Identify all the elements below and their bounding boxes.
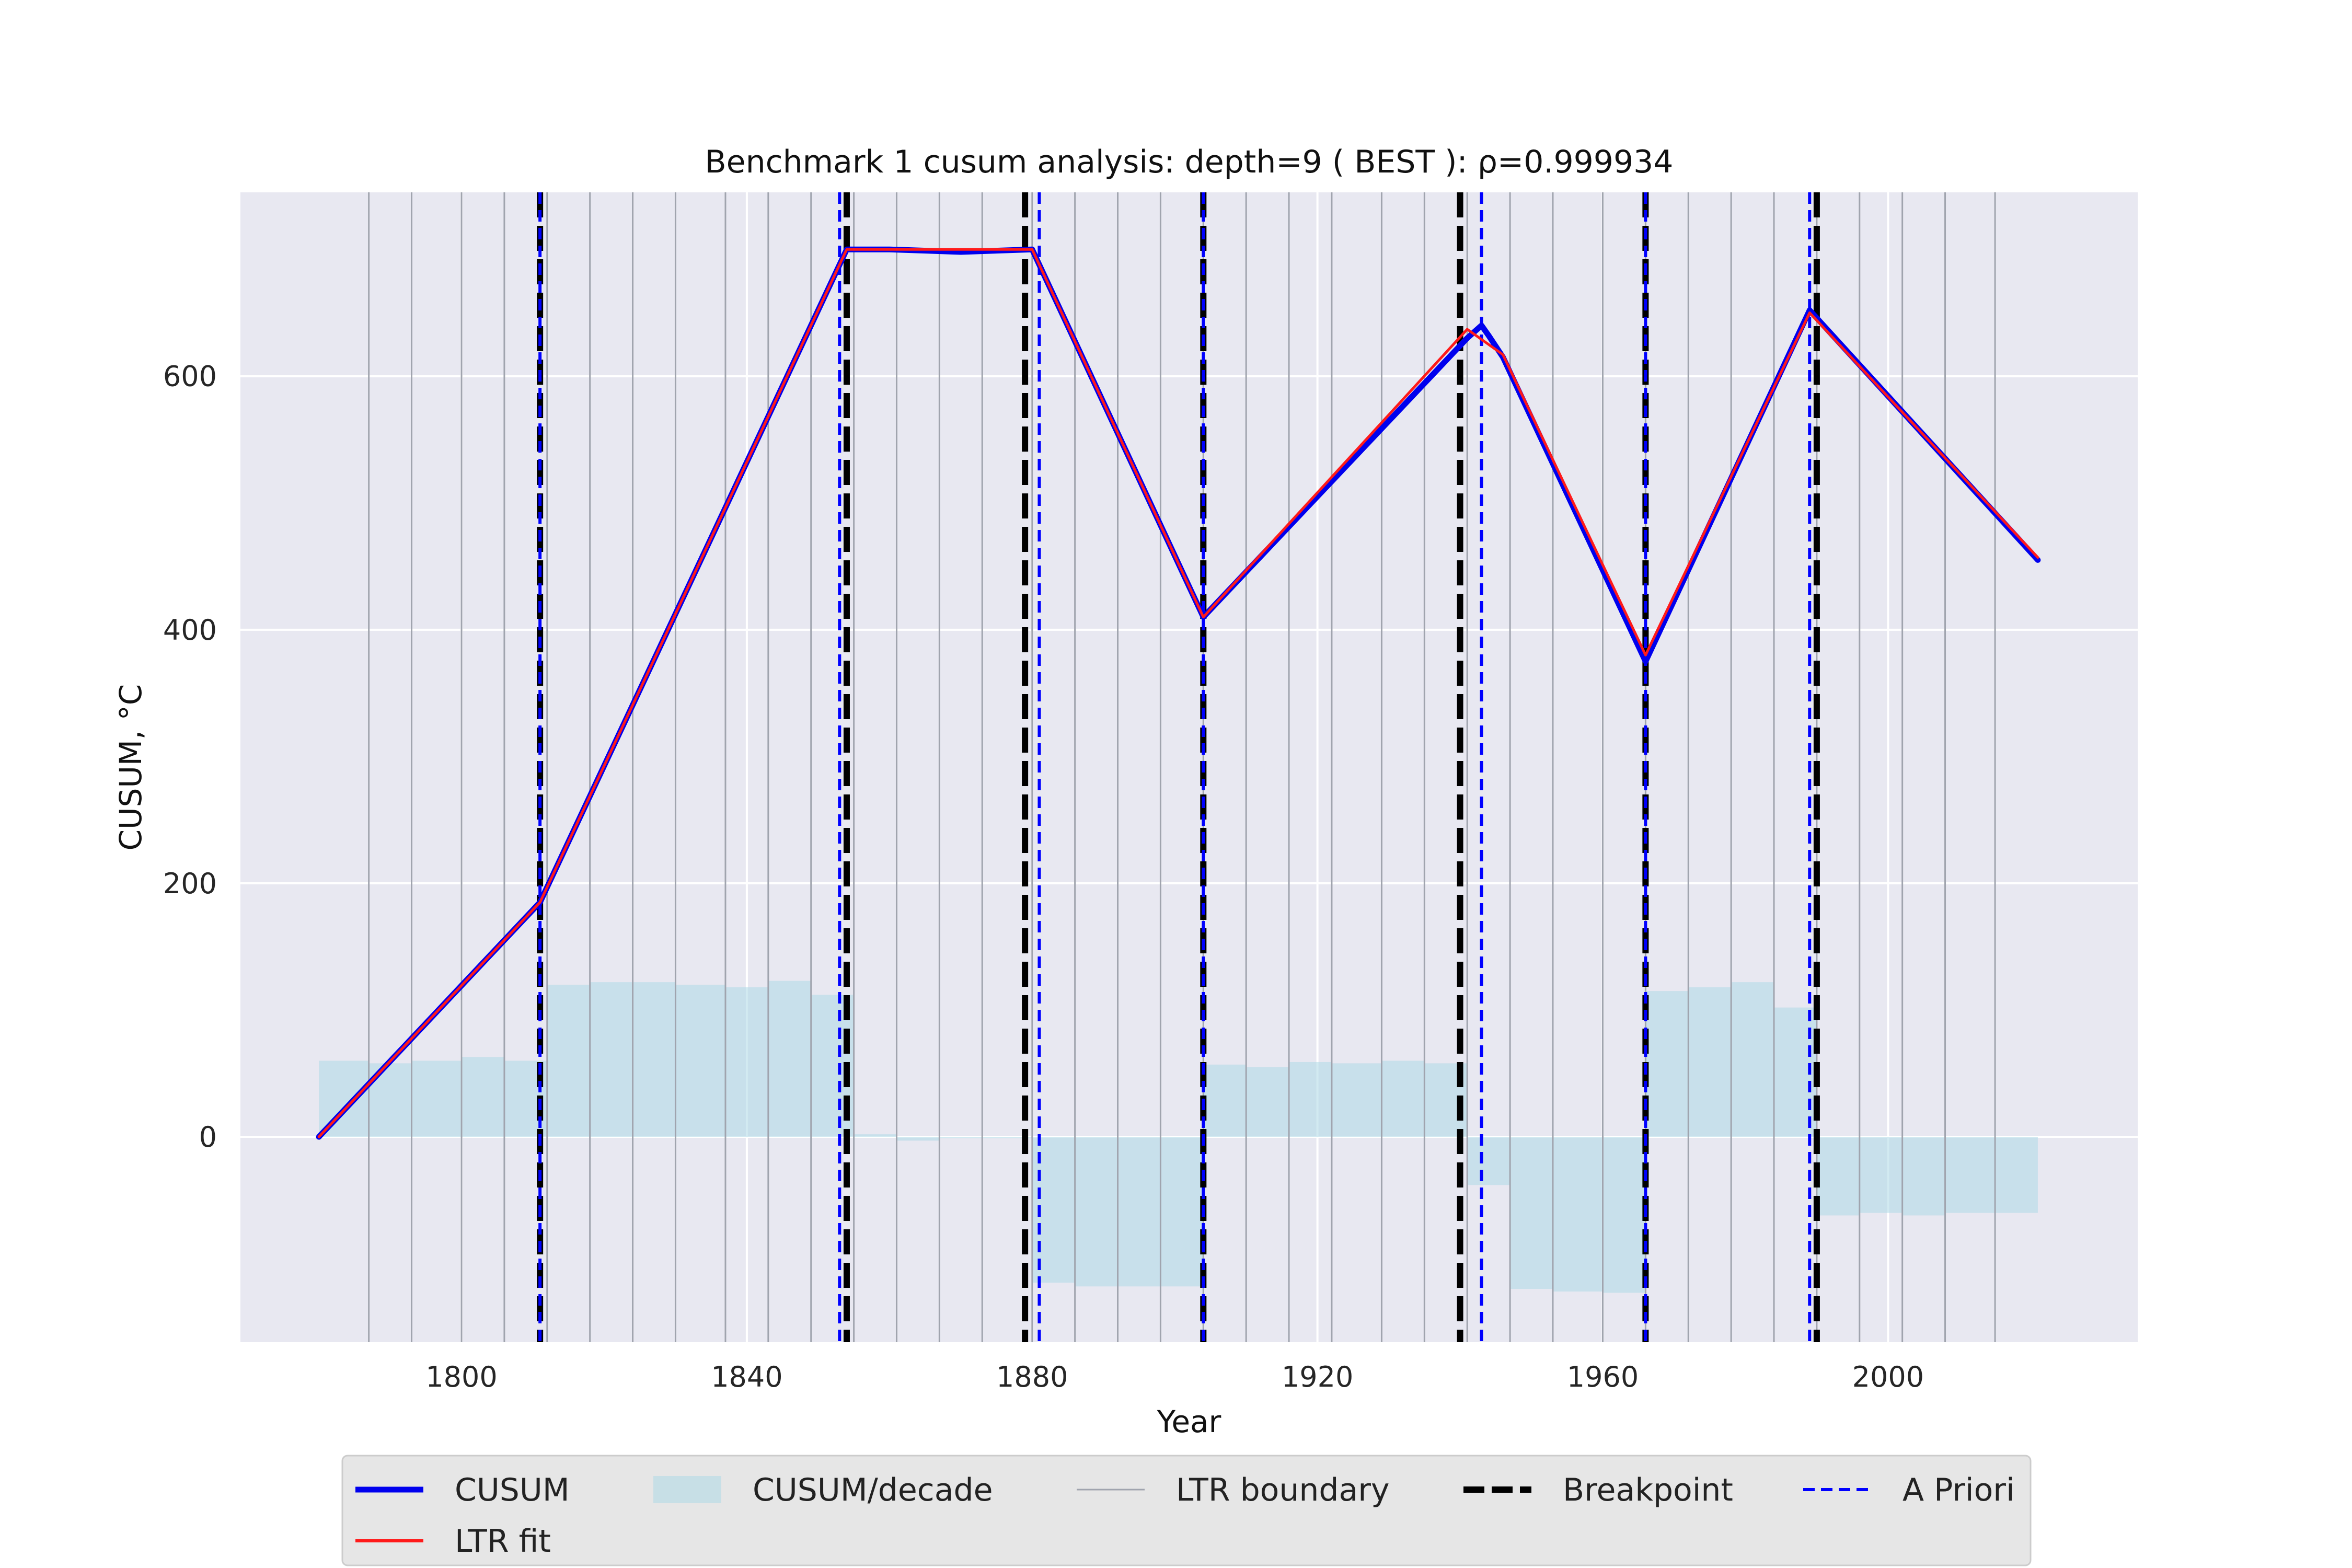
cusum-decade-bar [590, 982, 633, 1137]
y-tick-label: 600 [163, 360, 217, 393]
cusum-decade-bar [1645, 991, 1689, 1137]
cusum-decade-bar [1381, 1060, 1425, 1137]
cusum-decade-bar [1859, 1137, 1903, 1213]
x-tick-label: 1840 [711, 1361, 782, 1393]
x-tick-labels: 1800 1840 1880 1920 1960 2000 [425, 1361, 1924, 1393]
cusum-decade-bar [1075, 1137, 1118, 1287]
cusum-decade-bar [1160, 1137, 1204, 1287]
x-tick-label: 1920 [1282, 1361, 1353, 1393]
legend-label: LTR fit [455, 1523, 551, 1560]
cusum-decade-bar [1203, 1064, 1247, 1137]
cusum-decade-bar [1816, 1137, 1860, 1216]
ltr-fit-line [317, 248, 2039, 1138]
cusum-decade-bar [725, 987, 768, 1137]
cusum-decade-bar [547, 984, 590, 1137]
cusum-decade-bar [896, 1137, 940, 1141]
cusum-decade-bar [1246, 1067, 1289, 1137]
legend-label: LTR boundary [1176, 1472, 1389, 1508]
chart-title: Benchmark 1 cusum analysis: depth=9 ( BE… [705, 144, 1674, 180]
cusum-decade-bar [768, 981, 811, 1137]
legend-swatch-cusum-decade [653, 1476, 721, 1503]
x-tick-label: 1960 [1567, 1361, 1639, 1393]
cusum-decade-bar [1731, 982, 1774, 1137]
cusum-decade-bar [982, 1137, 1032, 1138]
cusum-decade-bar [632, 982, 676, 1137]
cusum-decade-bar [939, 1137, 983, 1138]
y-axis-title: CUSUM, °C [113, 684, 148, 851]
legend-label: CUSUM [455, 1472, 570, 1508]
legend: CUSUM CUSUM/decade LTR boundary Breakpoint A… [341, 1455, 2032, 1566]
a-priori-lines [538, 192, 1812, 1342]
cusum-decade-bar [1902, 1137, 1945, 1216]
y-tick-label: 200 [163, 867, 217, 900]
legend-label: CUSUM/decade [753, 1472, 993, 1508]
cusum-decade-bar [1331, 1063, 1382, 1137]
cusum-decade-bar [1995, 1137, 2038, 1213]
x-tick-label: 1800 [425, 1361, 497, 1393]
cusum-decade-bar [1602, 1137, 1646, 1293]
legend-label: Breakpoint [1563, 1472, 1733, 1508]
legend-label: A Priori [1903, 1472, 2015, 1508]
cusum-decade-bars [319, 981, 2038, 1293]
cusum-decade-bar [1467, 1137, 1511, 1185]
x-tick-label: 1880 [996, 1361, 1068, 1393]
cusum-decade-bar [675, 984, 725, 1137]
x-axis-title: Year [1157, 1404, 1221, 1439]
series-lines [316, 246, 2041, 1140]
legend-box [341, 1455, 2032, 1566]
cusum-decade-bar [462, 1057, 504, 1137]
y-tick-label: 400 [163, 614, 217, 647]
cusum-decade-bar [1688, 987, 1732, 1137]
cusum-decade-bar [1510, 1137, 1553, 1289]
cusum-decade-bar [1117, 1137, 1161, 1287]
cusum-decade-bar [1945, 1137, 1996, 1213]
cusum-decade-bar [854, 1134, 897, 1137]
cusum-decade-bar [1552, 1137, 1603, 1292]
y-tick-label: 0 [199, 1121, 217, 1154]
cusum-decade-bar [411, 1060, 462, 1137]
y-tick-labels: 0 200 400 600 [163, 360, 217, 1154]
x-tick-label: 2000 [1852, 1361, 1924, 1393]
cusum-decade-bar [1289, 1062, 1332, 1137]
